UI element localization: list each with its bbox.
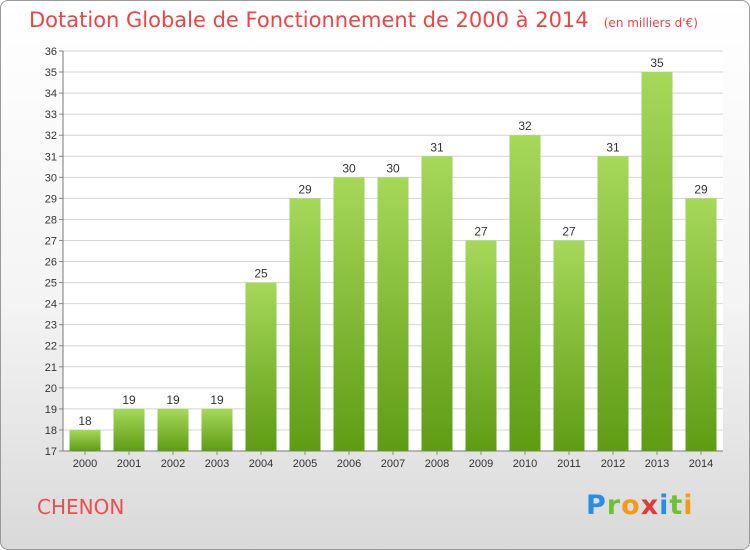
chart-title-unit: (en milliers d'€) xyxy=(603,16,698,30)
proxiti-logo: Proxiti xyxy=(586,490,694,521)
bar xyxy=(245,282,277,451)
y-tick-label: 19 xyxy=(45,404,57,416)
x-tick-label: 2000 xyxy=(73,458,97,470)
bar-value-label: 30 xyxy=(342,161,356,175)
x-tick-label: 2002 xyxy=(161,458,185,470)
x-tick-label: 2012 xyxy=(601,458,625,470)
y-tick-label: 27 xyxy=(45,235,57,247)
y-tick-label: 25 xyxy=(45,278,57,290)
y-tick-label: 30 xyxy=(45,172,57,184)
bar xyxy=(201,408,233,451)
x-tick-label: 2009 xyxy=(469,458,493,470)
y-tick-label: 18 xyxy=(45,425,57,437)
bar-value-label: 18 xyxy=(78,414,92,428)
y-tick-label: 20 xyxy=(45,383,57,395)
x-tick-label: 2010 xyxy=(513,458,537,470)
bar-value-label: 19 xyxy=(210,393,224,407)
bar xyxy=(421,156,453,451)
x-tick-label: 2006 xyxy=(337,458,361,470)
y-tick-label: 23 xyxy=(45,320,57,332)
bar xyxy=(333,177,365,451)
bar xyxy=(553,240,585,451)
y-tick-label: 32 xyxy=(45,130,57,142)
x-tick-label: 2013 xyxy=(645,458,669,470)
bar-value-label: 29 xyxy=(298,182,312,196)
bar xyxy=(509,135,541,452)
bar-value-label: 31 xyxy=(430,140,444,154)
bar xyxy=(685,198,717,451)
y-tick-label: 31 xyxy=(45,151,57,163)
x-tick-label: 2005 xyxy=(293,458,317,470)
bar xyxy=(597,156,629,451)
bar xyxy=(113,408,145,451)
bar-value-label: 27 xyxy=(562,224,576,238)
y-tick-label: 35 xyxy=(45,67,57,79)
bar-value-label: 19 xyxy=(122,393,136,407)
commune-name: CHENON xyxy=(37,495,125,519)
x-tick-label: 2001 xyxy=(117,458,141,470)
y-tick-label: 21 xyxy=(45,362,57,374)
bar xyxy=(289,198,321,451)
bar-value-label: 29 xyxy=(694,182,708,196)
bar xyxy=(157,408,189,451)
bar xyxy=(69,429,101,451)
y-tick-label: 28 xyxy=(45,214,57,226)
x-tick-label: 2007 xyxy=(381,458,405,470)
y-tick-label: 34 xyxy=(45,88,57,100)
bar-value-label: 27 xyxy=(474,224,488,238)
chart-title-main: Dotation Globale de Fonctionnement de 20… xyxy=(29,8,589,32)
x-tick-label: 2003 xyxy=(205,458,229,470)
y-tick-label: 24 xyxy=(45,299,57,311)
bar xyxy=(465,240,497,451)
chart-title: Dotation Globale de Fonctionnement de 20… xyxy=(29,8,698,32)
x-tick-label: 2014 xyxy=(689,458,713,470)
y-tick-label: 17 xyxy=(45,446,57,458)
x-tick-label: 2004 xyxy=(249,458,273,470)
x-tick-label: 2011 xyxy=(557,458,581,470)
bar xyxy=(377,177,409,451)
bar-value-label: 19 xyxy=(166,393,180,407)
bar-value-label: 32 xyxy=(518,119,532,133)
y-tick-label: 36 xyxy=(45,46,57,58)
bar-value-label: 35 xyxy=(650,56,664,70)
bar-value-label: 30 xyxy=(386,161,400,175)
y-tick-label: 26 xyxy=(45,257,57,269)
x-tick-label: 2008 xyxy=(425,458,449,470)
bar xyxy=(641,72,673,451)
bar-value-label: 25 xyxy=(254,267,268,281)
y-tick-label: 29 xyxy=(45,193,57,205)
bar-value-label: 31 xyxy=(606,140,620,154)
y-tick-label: 22 xyxy=(45,341,57,353)
y-tick-label: 33 xyxy=(45,109,57,121)
